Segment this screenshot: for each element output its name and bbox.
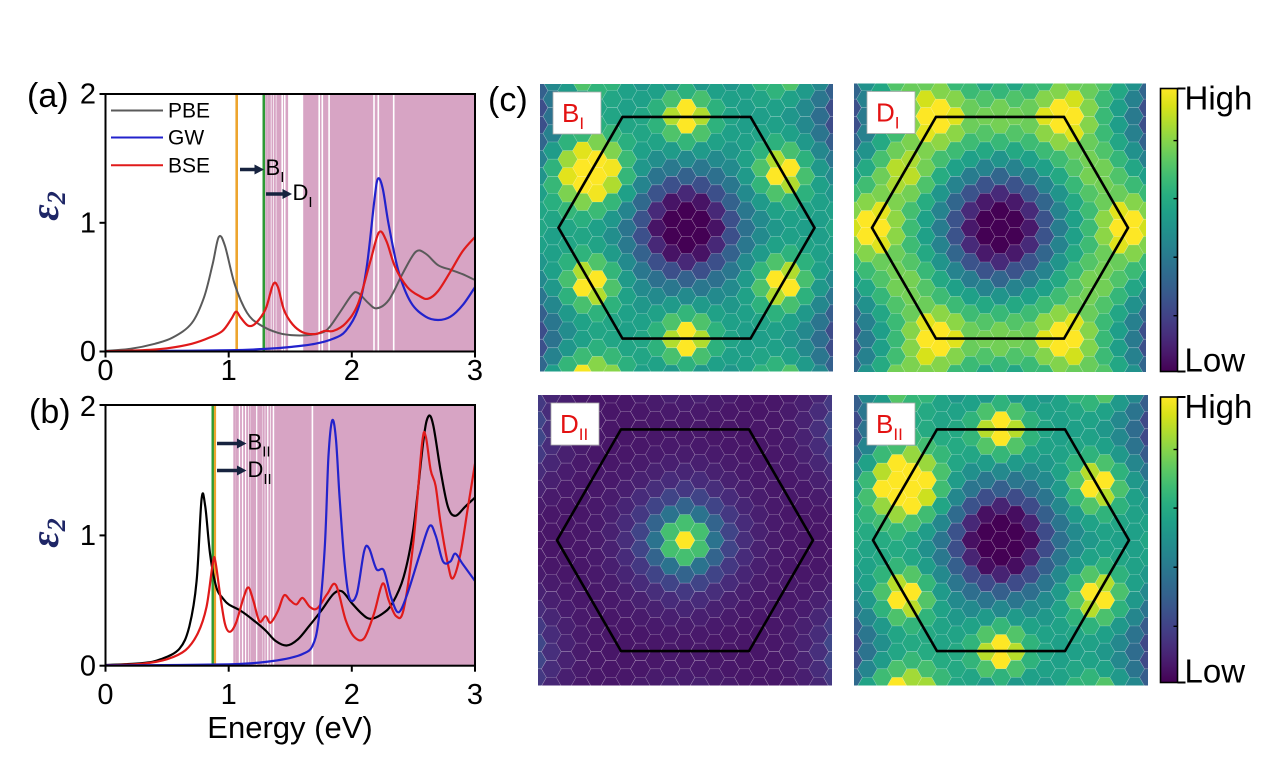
svg-text:0: 0 <box>97 679 113 711</box>
svg-text:0: 0 <box>80 651 96 683</box>
svg-text:Low: Low <box>1185 653 1246 690</box>
svg-text:2: 2 <box>344 355 360 387</box>
svg-text:BI: BI <box>266 155 285 186</box>
svg-text:GW: GW <box>168 127 204 150</box>
svg-text:High: High <box>1185 388 1253 425</box>
svg-text:High: High <box>1185 80 1253 117</box>
svg-text:(b): (b) <box>29 393 71 431</box>
svg-text:2: 2 <box>80 79 96 111</box>
svg-text:(c): (c) <box>488 81 528 119</box>
svg-text:BSE: BSE <box>168 154 210 177</box>
svg-text:1: 1 <box>80 208 96 240</box>
svg-text:ε2: ε2 <box>22 191 71 220</box>
svg-text:1: 1 <box>80 520 96 552</box>
svg-text:Low: Low <box>1185 342 1246 379</box>
svg-text:1: 1 <box>221 355 237 387</box>
svg-text:3: 3 <box>467 355 483 387</box>
svg-text:2: 2 <box>344 679 360 711</box>
svg-text:0: 0 <box>80 336 96 368</box>
svg-text:3: 3 <box>467 679 483 711</box>
svg-text:BI: BI <box>562 98 584 133</box>
svg-text:DI: DI <box>876 98 900 133</box>
svg-text:PBE: PBE <box>168 100 210 123</box>
svg-text:1: 1 <box>221 679 237 711</box>
svg-text:0: 0 <box>97 355 113 387</box>
svg-text:Energy (eV): Energy (eV) <box>207 710 372 745</box>
svg-text:DI: DI <box>293 180 313 211</box>
svg-text:2: 2 <box>80 391 96 423</box>
svg-text:ε2: ε2 <box>22 518 71 547</box>
svg-text:(a): (a) <box>27 77 69 115</box>
